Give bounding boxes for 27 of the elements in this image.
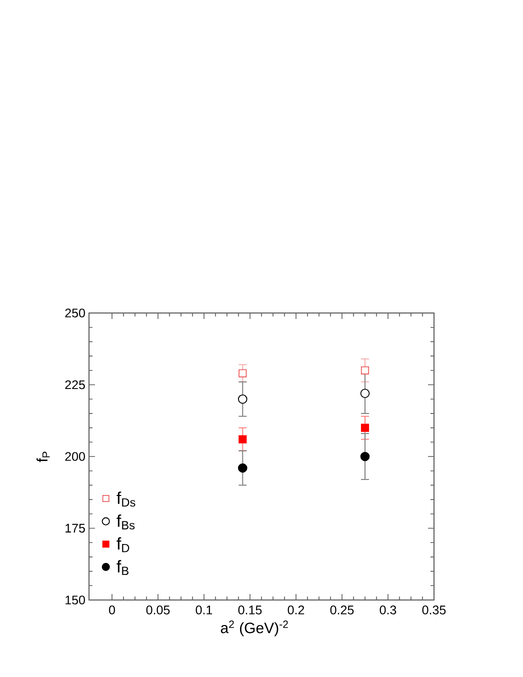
x-tick-label: 0.25	[330, 606, 354, 614]
x-tick-label: 0	[109, 606, 115, 614]
y-tick-label: 200	[65, 452, 85, 461]
x-tick-label: 0.05	[146, 606, 170, 614]
legend-label: f$_{Ds}$	[116, 492, 136, 507]
legend-label: f$_{B}$	[116, 560, 128, 575]
point	[238, 435, 247, 444]
x-tick-label: 0.15	[238, 606, 262, 614]
x-tick-label: 0.1	[196, 606, 212, 614]
x-axis-title: a$^{2}$ (GeV)$^{-2}$	[220, 620, 288, 636]
x-tick-label: 0.3	[380, 606, 396, 614]
y-tick-label: 150	[66, 596, 85, 604]
point	[360, 388, 370, 398]
point	[238, 394, 248, 404]
x-tick-label: 0.2	[288, 606, 304, 614]
x-tick-label: 0.35	[422, 606, 446, 614]
point	[360, 424, 370, 432]
point	[238, 369, 247, 378]
point	[360, 366, 370, 374]
y-tick-label: 225	[65, 380, 85, 390]
legend-label: f$_{D}$	[116, 537, 130, 552]
y-tick-label: 175	[66, 524, 85, 533]
y-axis-title: f$_{P}$	[36, 452, 50, 462]
y-tick-label: 250	[65, 308, 85, 318]
point	[360, 452, 370, 462]
legend-label: f$_{Bs}$	[116, 514, 135, 530]
point	[238, 463, 248, 473]
